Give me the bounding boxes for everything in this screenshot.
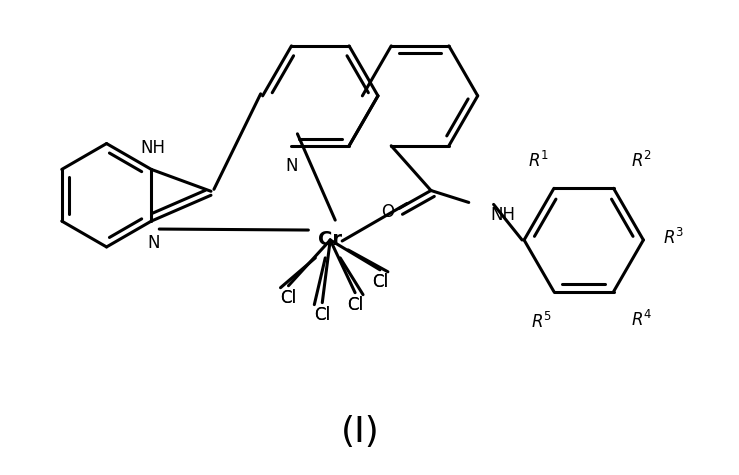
Text: Cl: Cl (314, 305, 330, 323)
Text: $R^5$: $R^5$ (531, 312, 553, 332)
Text: N: N (285, 157, 298, 175)
Text: Cl: Cl (314, 305, 330, 323)
Text: $R^2$: $R^2$ (631, 151, 652, 171)
Text: O: O (381, 203, 394, 221)
Text: NH: NH (141, 139, 166, 157)
Text: Cl: Cl (372, 273, 388, 291)
Text: Cl: Cl (372, 273, 388, 291)
Text: Cl: Cl (280, 289, 296, 307)
Text: Cr: Cr (319, 230, 342, 249)
Text: Cl: Cl (347, 295, 363, 314)
Text: N: N (147, 234, 160, 252)
Text: $R^4$: $R^4$ (630, 309, 652, 330)
Text: $R^3$: $R^3$ (663, 228, 684, 248)
Text: (I): (I) (341, 415, 379, 449)
Text: NH: NH (491, 206, 516, 224)
Text: Cl: Cl (280, 289, 296, 307)
Text: Cl: Cl (347, 295, 363, 314)
Text: $R^1$: $R^1$ (528, 151, 550, 171)
